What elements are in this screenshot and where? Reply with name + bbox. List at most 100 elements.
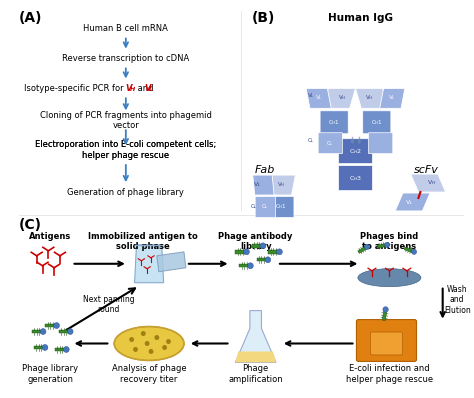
Text: Human B cell mRNA: Human B cell mRNA (83, 24, 168, 33)
Bar (382, 310, 387, 320)
Text: V$_H$: V$_H$ (427, 178, 437, 187)
Text: Fab: Fab (255, 165, 275, 175)
Ellipse shape (54, 323, 60, 328)
Text: V$_L$: V$_L$ (307, 91, 315, 100)
Bar (55, 348, 65, 351)
Ellipse shape (265, 257, 271, 263)
Text: Human IgG: Human IgG (328, 13, 393, 23)
Polygon shape (410, 174, 446, 192)
Ellipse shape (40, 329, 46, 334)
Polygon shape (253, 175, 274, 195)
Text: Electroporation into E-coli competent cells;
helper phage rescue: Electroporation into E-coli competent ce… (35, 140, 217, 160)
Polygon shape (306, 88, 331, 108)
Text: C$_H$1: C$_H$1 (328, 118, 340, 127)
Ellipse shape (411, 249, 417, 254)
Text: V$_H$: V$_H$ (365, 93, 374, 102)
Bar (235, 250, 245, 254)
Text: C$_H$1: C$_H$1 (275, 203, 287, 211)
Ellipse shape (365, 244, 370, 250)
Ellipse shape (384, 242, 390, 248)
Polygon shape (380, 88, 405, 108)
Ellipse shape (141, 331, 146, 336)
FancyBboxPatch shape (363, 111, 391, 134)
Polygon shape (356, 88, 388, 108)
Polygon shape (395, 193, 430, 211)
Text: E-coli infection and
helper phage rescue: E-coli infection and helper phage rescue (346, 365, 433, 384)
Text: Reverse transcription to cDNA: Reverse transcription to cDNA (62, 54, 190, 63)
Text: C$_L$: C$_L$ (250, 203, 258, 211)
Text: V$_L$: V$_L$ (253, 179, 262, 189)
Bar (239, 264, 249, 267)
Ellipse shape (247, 263, 253, 269)
Ellipse shape (358, 269, 421, 287)
Text: Antigens: Antigens (29, 232, 72, 241)
Ellipse shape (133, 347, 138, 352)
Text: H: H (130, 88, 136, 92)
Text: Generation of phage library: Generation of phage library (67, 187, 184, 197)
Bar (252, 244, 262, 248)
Ellipse shape (64, 347, 69, 353)
Text: V$_L$: V$_L$ (315, 93, 322, 102)
Text: and: and (135, 84, 155, 93)
Text: (A): (A) (19, 11, 43, 25)
Ellipse shape (67, 329, 73, 334)
Polygon shape (235, 351, 276, 363)
Text: (C): (C) (19, 218, 42, 232)
Ellipse shape (149, 349, 154, 354)
Ellipse shape (42, 345, 48, 351)
Ellipse shape (383, 307, 388, 312)
Ellipse shape (162, 345, 167, 350)
Text: Phage
amplification: Phage amplification (228, 365, 283, 384)
Text: Cloning of PCR fragments into phagemid
vector: Cloning of PCR fragments into phagemid v… (40, 111, 212, 130)
Ellipse shape (155, 335, 159, 340)
Bar (59, 330, 69, 333)
Bar (404, 247, 413, 253)
Bar (358, 246, 367, 254)
Text: C$_L$: C$_L$ (327, 139, 334, 148)
FancyBboxPatch shape (338, 166, 373, 191)
Text: C$_L$: C$_L$ (262, 203, 269, 211)
Text: Phage library
generation: Phage library generation (22, 365, 78, 384)
Text: Electroporation into E-coli competent cells;
helper phage rescue: Electroporation into E-coli competent ce… (35, 140, 217, 160)
FancyBboxPatch shape (371, 332, 402, 355)
FancyBboxPatch shape (318, 133, 342, 154)
Text: L: L (149, 88, 153, 92)
Text: V: V (126, 84, 132, 93)
Text: V$_H$: V$_H$ (276, 181, 285, 189)
Text: scFv: scFv (414, 165, 438, 175)
Bar (377, 244, 386, 248)
Text: C$_L$: C$_L$ (307, 136, 315, 144)
Bar (32, 330, 42, 333)
Text: C$_H$1: C$_H$1 (371, 118, 383, 127)
Polygon shape (235, 310, 276, 363)
FancyBboxPatch shape (320, 111, 348, 134)
FancyBboxPatch shape (338, 139, 373, 164)
Text: C$_H$3: C$_H$3 (349, 174, 362, 183)
Ellipse shape (114, 326, 184, 361)
FancyBboxPatch shape (255, 197, 275, 217)
Text: V: V (144, 84, 151, 93)
Polygon shape (266, 175, 295, 195)
Polygon shape (135, 245, 164, 283)
Bar (46, 324, 55, 327)
Ellipse shape (277, 249, 283, 255)
Ellipse shape (260, 243, 266, 249)
FancyBboxPatch shape (268, 197, 294, 217)
Text: Immobilized antigen to
solid phase: Immobilized antigen to solid phase (88, 232, 198, 251)
Text: Phages bind
to antigens: Phages bind to antigens (360, 232, 419, 251)
Text: V$_H$: V$_H$ (337, 93, 346, 102)
Text: V$_L$: V$_L$ (404, 199, 413, 207)
Ellipse shape (129, 337, 134, 342)
FancyBboxPatch shape (356, 320, 417, 361)
Ellipse shape (244, 249, 249, 255)
Polygon shape (157, 252, 186, 272)
Text: V$_L$: V$_L$ (388, 93, 396, 102)
Ellipse shape (166, 339, 171, 344)
Polygon shape (322, 88, 356, 108)
Ellipse shape (145, 341, 150, 346)
Text: Analysis of phage
recovery titer: Analysis of phage recovery titer (112, 365, 186, 384)
FancyBboxPatch shape (369, 133, 393, 154)
Text: (B): (B) (252, 11, 275, 25)
Bar (268, 250, 278, 254)
Text: Isotype-specific PCR for: Isotype-specific PCR for (24, 84, 126, 93)
